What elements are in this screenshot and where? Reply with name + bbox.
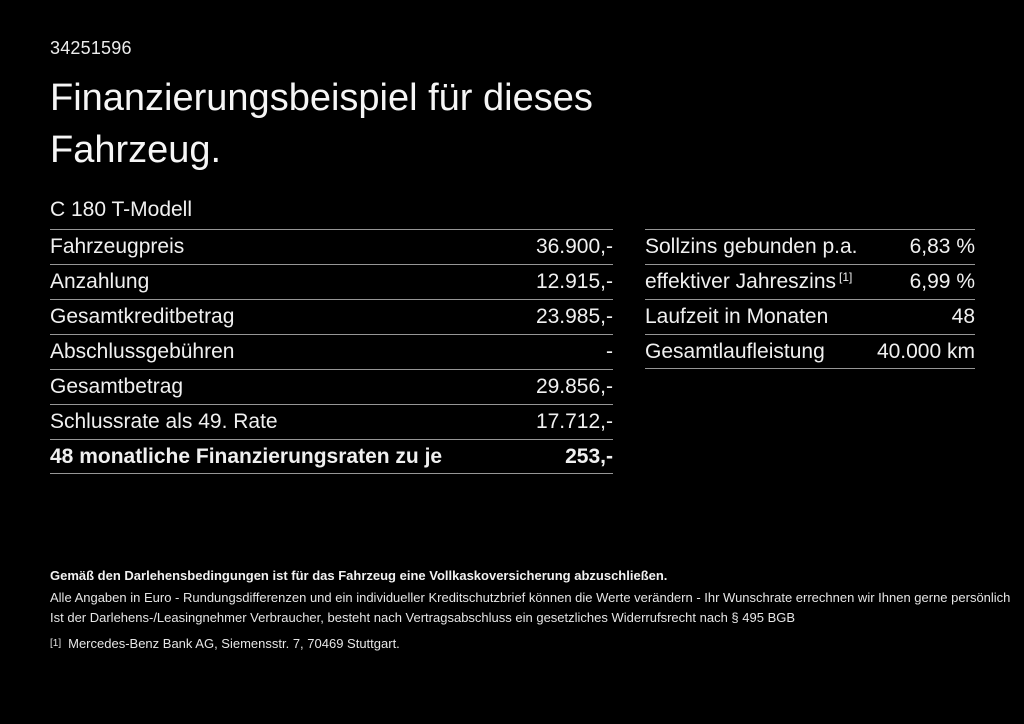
- row-label: Anzahlung: [50, 270, 150, 293]
- table-row-laufzeit: Laufzeit in Monaten 48: [645, 299, 975, 334]
- row-label: Gesamtkreditbetrag: [50, 305, 235, 328]
- row-label: Gesamtbetrag: [50, 375, 184, 398]
- row-value: 23.985,-: [535, 305, 613, 328]
- row-value: -: [606, 340, 613, 363]
- row-label: Abschlussgebühren: [50, 340, 235, 363]
- table-row-sollzins: Sollzins gebunden p.a. 6,83 %: [645, 229, 975, 264]
- row-value: 17.712,-: [535, 410, 613, 433]
- row-value: 40.000 km: [876, 339, 975, 363]
- row-value: 29.856,-: [535, 375, 613, 398]
- row-label: Schlussrate als 49. Rate: [50, 410, 278, 433]
- table-row-abschlussgebuehren: Abschlussgebühren -: [50, 334, 613, 369]
- insurance-note: Gemäß den Darlehensbedingungen ist für d…: [50, 568, 668, 583]
- financing-table: Fahrzeugpreis 36.900,- Anzahlung 12.915,…: [50, 229, 613, 474]
- footnote-text: Mercedes-Benz Bank AG, Siemensstr. 7, 70…: [68, 636, 400, 651]
- page-title-line2: Fahrzeug.: [50, 129, 222, 171]
- row-label: Sollzins gebunden p.a.: [645, 235, 858, 258]
- table-row-anzahlung: Anzahlung 12.915,-: [50, 264, 613, 299]
- disclaimer-note: Alle Angaben in Euro - Rundungsdifferenz…: [50, 590, 1011, 605]
- row-value: 36.900,-: [535, 235, 613, 258]
- row-value: 12.915,-: [535, 270, 613, 293]
- withdrawal-note: Ist der Darlehens-/Leasingnehmer Verbrau…: [50, 610, 796, 625]
- row-label: Fahrzeugpreis: [50, 235, 185, 258]
- footnote-reference: [1]: [839, 270, 853, 284]
- vehicle-model-name: C 180 T-Modell: [50, 198, 193, 221]
- row-value: 6,99 %: [909, 270, 975, 293]
- row-label: Gesamtlaufleistung: [645, 339, 825, 363]
- page-title-line1: Finanzierungsbeispiel für dieses: [50, 77, 593, 119]
- table-row-fahrzeugpreis: Fahrzeugpreis 36.900,-: [50, 229, 613, 264]
- bank-footnote: [1] Mercedes-Benz Bank AG, Siemensstr. 7,…: [50, 636, 400, 651]
- row-value: 48: [951, 305, 975, 328]
- conditions-table: Sollzins gebunden p.a. 6,83 % effektiver…: [645, 229, 975, 369]
- table-row-gesamtlaufleistung: Gesamtlaufleistung 40.000 km: [645, 334, 975, 369]
- row-label: Laufzeit in Monaten: [645, 305, 829, 328]
- vehicle-id: 34251596: [50, 38, 132, 58]
- row-label-text: effektiver Jahreszins: [645, 270, 837, 293]
- table-row-gesamtbetrag: Gesamtbetrag 29.856,-: [50, 369, 613, 404]
- table-row-gesamtkreditbetrag: Gesamtkreditbetrag 23.985,-: [50, 299, 613, 334]
- row-label: 48 monatliche Finanzierungsraten zu je: [50, 444, 443, 468]
- row-value: 253,-: [565, 444, 613, 468]
- table-row-schlussrate: Schlussrate als 49. Rate 17.712,-: [50, 404, 613, 439]
- table-row-monatsrate: 48 monatliche Finanzierungsraten zu je 2…: [50, 439, 613, 474]
- row-label: effektiver Jahreszins [1]: [645, 270, 852, 294]
- row-value: 6,83 %: [909, 235, 975, 258]
- page-title: Finanzierungsbeispiel für dieses Fahrzeug…: [50, 72, 593, 176]
- footnote-marker: [1]: [50, 638, 62, 649]
- table-row-effektiver-jahreszins: effektiver Jahreszins [1] 6,99 %: [645, 264, 975, 299]
